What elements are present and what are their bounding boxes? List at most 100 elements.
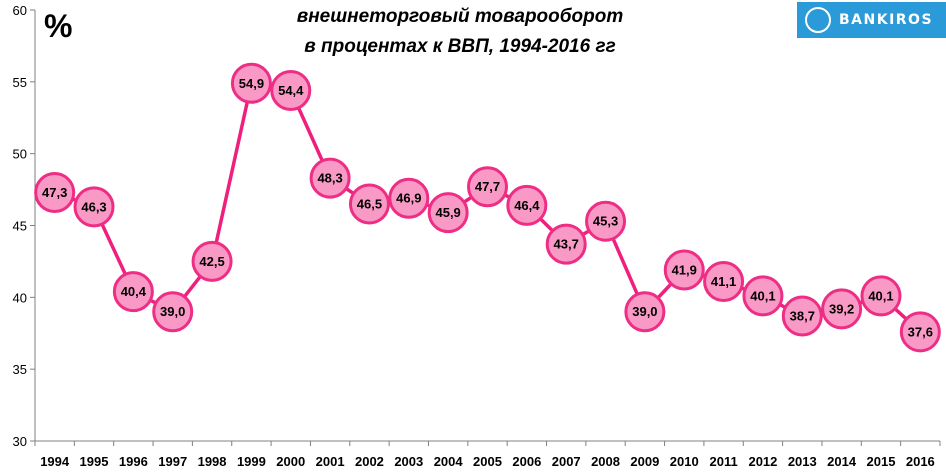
data-label: 46,4 bbox=[514, 198, 540, 213]
data-point-marker bbox=[624, 291, 666, 333]
data-label: 47,3 bbox=[42, 185, 67, 200]
y-tick-label: 30 bbox=[13, 434, 27, 449]
data-point: 46,3 bbox=[73, 186, 115, 228]
data-label: 40,1 bbox=[750, 288, 775, 303]
x-tick-label: 2015 bbox=[867, 454, 896, 469]
data-point: 45,3 bbox=[585, 200, 627, 242]
data-point-marker bbox=[899, 311, 941, 353]
data-label: 39,2 bbox=[829, 301, 854, 316]
data-point-marker bbox=[742, 275, 784, 317]
x-tick-label: 2006 bbox=[512, 454, 541, 469]
y-tick-label: 40 bbox=[13, 290, 27, 305]
data-point: 46,4 bbox=[506, 184, 548, 226]
x-axis-tick-labels: 1994 1995 1996 1997 1998 1999 2000 2001 2002 2003… bbox=[40, 454, 935, 469]
data-point: 39,0 bbox=[624, 291, 666, 333]
x-tick-label: 1996 bbox=[119, 454, 148, 469]
data-point-marker bbox=[388, 177, 430, 219]
data-label: 39,0 bbox=[632, 304, 657, 319]
data-label: 54,9 bbox=[239, 76, 264, 91]
x-tick-label: 2011 bbox=[709, 454, 737, 469]
chart-title-line1: внешнеторговый товарооборот bbox=[296, 6, 624, 27]
data-label: 39,0 bbox=[160, 304, 185, 319]
x-tick-label: 2000 bbox=[276, 454, 305, 469]
data-label: 47,7 bbox=[475, 179, 500, 194]
data-point: 54,9 bbox=[230, 62, 272, 104]
y-tick-label: 50 bbox=[13, 147, 27, 162]
data-label: 37,6 bbox=[908, 324, 933, 339]
data-point-marker bbox=[467, 166, 508, 208]
data-point: 38,7 bbox=[781, 295, 823, 337]
data-label: 43,7 bbox=[554, 237, 579, 252]
data-point: 46,5 bbox=[348, 183, 390, 225]
data-label: 45,3 bbox=[593, 214, 618, 229]
x-tick-label: 2004 bbox=[434, 454, 464, 469]
x-tick-label: 1995 bbox=[80, 454, 109, 469]
data-label: 48,3 bbox=[317, 171, 342, 186]
data-point: 42,5 bbox=[191, 240, 233, 282]
data-point: 41,9 bbox=[663, 249, 705, 291]
data-point: 39,0 bbox=[152, 291, 194, 333]
data-label: 41,9 bbox=[672, 263, 697, 278]
series-line bbox=[54, 81, 922, 334]
y-axis-tick-labels: 30 35 40 45 50 55 60 bbox=[13, 3, 27, 449]
data-point-marker bbox=[585, 200, 627, 242]
x-tick-label: 2002 bbox=[355, 454, 384, 469]
x-tick-label: 2007 bbox=[552, 454, 581, 469]
data-point-marker bbox=[348, 183, 390, 225]
x-tick-label: 1999 bbox=[237, 454, 266, 469]
data-point-marker bbox=[112, 271, 154, 313]
x-tick-label: 1994 bbox=[40, 454, 70, 469]
data-label: 45,9 bbox=[435, 205, 460, 220]
data-label: 54,4 bbox=[278, 83, 304, 98]
x-tick-label: 2009 bbox=[630, 454, 659, 469]
data-label: 46,3 bbox=[81, 199, 106, 214]
data-point: 45,9 bbox=[427, 192, 469, 234]
data-point: 48,3 bbox=[309, 157, 351, 199]
data-point-marker bbox=[152, 291, 194, 333]
y-tick-label: 55 bbox=[13, 75, 27, 90]
data-label: 46,9 bbox=[396, 191, 421, 206]
data-label: 42,5 bbox=[199, 254, 224, 269]
x-tick-label: 2012 bbox=[748, 454, 777, 469]
data-point-marker bbox=[309, 157, 351, 199]
y-tick-label: 60 bbox=[13, 3, 27, 18]
y-tick-label: 35 bbox=[13, 362, 27, 377]
x-tick-label: 2016 bbox=[906, 454, 935, 469]
data-point: 47,7 bbox=[467, 166, 508, 208]
data-point-marker bbox=[270, 69, 312, 111]
data-label: 40,1 bbox=[868, 288, 893, 303]
data-point: 39,2 bbox=[821, 288, 863, 330]
data-point-marker bbox=[663, 249, 705, 291]
data-point-marker bbox=[821, 288, 863, 330]
data-point-marker bbox=[781, 295, 823, 337]
data-point: 46,9 bbox=[388, 177, 430, 219]
data-point: 40,1 bbox=[742, 275, 784, 317]
logo-text: BANKIROS bbox=[839, 12, 934, 28]
x-tick-label: 2005 bbox=[473, 454, 502, 469]
data-point-marker bbox=[230, 62, 272, 104]
data-point: 40,1 bbox=[860, 275, 902, 317]
chart-axes bbox=[30, 9, 941, 446]
series-markers: 47,3 46,3 40,4 39,0 42,5 54,9 54,4 48,3 46,5 46,9… bbox=[34, 62, 941, 353]
x-tick-label: 1997 bbox=[158, 454, 187, 469]
data-label: 38,7 bbox=[790, 309, 815, 324]
data-point-marker bbox=[860, 275, 902, 317]
x-tick-label: 2010 bbox=[670, 454, 699, 469]
data-point-marker bbox=[73, 186, 115, 228]
data-point-marker bbox=[427, 192, 469, 234]
data-label: 41,1 bbox=[711, 274, 736, 289]
x-tick-label: 2014 bbox=[827, 454, 857, 469]
data-point-marker bbox=[703, 261, 745, 303]
x-tick-label: 2001 bbox=[316, 454, 345, 469]
x-tick-label: 1998 bbox=[198, 454, 227, 469]
data-label: 46,5 bbox=[357, 196, 382, 211]
data-point: 40,4 bbox=[112, 271, 154, 313]
bankiros-logo[interactable]: BANKIROS bbox=[797, 2, 946, 38]
data-label: 40,4 bbox=[121, 284, 147, 299]
data-point-marker bbox=[545, 223, 587, 265]
y-tick-label: 45 bbox=[13, 219, 27, 234]
x-tick-label: 2003 bbox=[394, 454, 423, 469]
data-point-marker bbox=[34, 171, 76, 213]
x-tick-label: 2008 bbox=[591, 454, 620, 469]
